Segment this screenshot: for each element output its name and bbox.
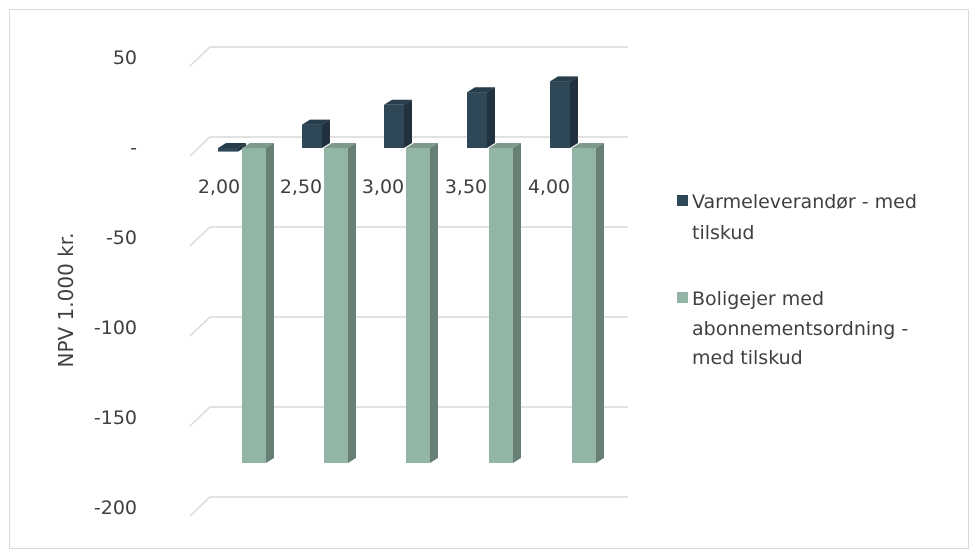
legend-label-varmeleverandor: Varmeleverandør - med tilskud xyxy=(692,191,923,244)
bar-varmeleverandor xyxy=(218,143,246,152)
gridline xyxy=(189,46,628,67)
bar-varmeleverandor xyxy=(550,76,578,148)
bar-boligejer xyxy=(242,143,274,463)
legend-swatch-varmeleverandor xyxy=(677,195,688,206)
y-axis-label: NPV 1.000 kr. xyxy=(54,233,78,368)
bar-boligejer xyxy=(406,143,438,463)
bar-boligejer xyxy=(489,143,521,463)
x-category-label: 2,00 xyxy=(198,176,240,198)
gridline xyxy=(189,406,628,427)
x-category-label: 4,00 xyxy=(528,176,570,198)
x-category-label: 3,00 xyxy=(362,176,404,198)
gridline xyxy=(189,496,628,517)
gridline xyxy=(189,316,628,337)
y-tick-label: -150 xyxy=(94,407,137,429)
y-tick-label: -200 xyxy=(94,497,137,519)
bar-varmeleverandor xyxy=(384,99,412,148)
x-category-label: 3,50 xyxy=(445,176,487,198)
y-tick-label: -100 xyxy=(94,317,137,339)
legend: Varmeleverandør - med tilskud Boligejer … xyxy=(677,191,923,369)
bar-chart: 50--50-100-150-200 2,00 2,50 3,00 3,50 4,00 … xyxy=(54,46,923,519)
y-tick-label: -50 xyxy=(106,227,137,249)
legend-label-boligejer: Boligejer med abonnementsordning - med t… xyxy=(692,288,914,369)
y-tick-label: - xyxy=(130,137,137,159)
legend-swatch-boligejer xyxy=(677,292,688,303)
x-axis-categories: 2,00 2,50 3,00 3,50 4,00 xyxy=(198,176,570,198)
gridline xyxy=(189,226,628,247)
y-axis-ticks: 50 - -50 -100 -150 -200 xyxy=(94,47,137,519)
bar-varmeleverandor xyxy=(302,119,330,148)
bars xyxy=(218,76,604,463)
bar-boligejer xyxy=(324,143,356,463)
x-category-label: 2,50 xyxy=(280,176,322,198)
y-tick-label: 50 xyxy=(113,47,137,69)
bar-varmeleverandor xyxy=(467,87,495,148)
bar-boligejer xyxy=(572,143,604,463)
